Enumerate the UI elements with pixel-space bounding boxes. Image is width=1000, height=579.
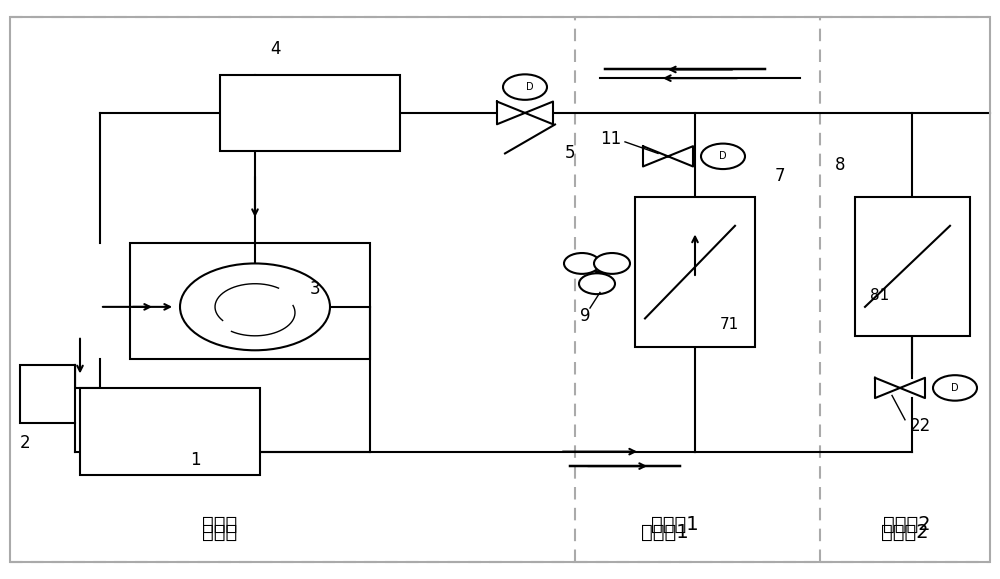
Text: 71: 71 xyxy=(720,317,739,332)
Text: D: D xyxy=(526,82,534,92)
Circle shape xyxy=(503,74,547,100)
Text: 8: 8 xyxy=(835,156,846,174)
Text: 5: 5 xyxy=(565,144,576,163)
Circle shape xyxy=(933,375,977,401)
Bar xyxy=(80,388,260,475)
Bar xyxy=(855,197,970,336)
Text: 室外侧: 室外侧 xyxy=(202,523,238,542)
Text: 室内侧2: 室内侧2 xyxy=(881,523,929,542)
Text: 4: 4 xyxy=(270,40,280,58)
Text: 室内侧1: 室内侧1 xyxy=(641,523,689,542)
Text: 1: 1 xyxy=(190,451,201,469)
Polygon shape xyxy=(875,378,925,398)
Text: 3: 3 xyxy=(310,280,321,299)
Circle shape xyxy=(579,273,615,294)
Text: 11: 11 xyxy=(600,130,621,148)
Circle shape xyxy=(564,253,600,274)
Text: 7: 7 xyxy=(775,167,786,185)
Circle shape xyxy=(701,144,745,169)
Text: 9: 9 xyxy=(580,306,590,325)
Polygon shape xyxy=(497,101,553,124)
Text: D: D xyxy=(719,151,727,162)
Text: 81: 81 xyxy=(870,288,889,303)
Circle shape xyxy=(180,263,330,350)
Circle shape xyxy=(594,253,630,274)
Bar xyxy=(130,243,370,359)
Text: 室内侧1: 室内侧1 xyxy=(651,515,699,533)
Text: D: D xyxy=(951,383,959,393)
Text: 22: 22 xyxy=(910,416,931,435)
Text: 室内侧2: 室内侧2 xyxy=(883,515,931,533)
Bar xyxy=(220,75,400,151)
Text: 室外侧: 室外侧 xyxy=(202,515,238,533)
Polygon shape xyxy=(643,146,693,167)
Text: 2: 2 xyxy=(20,434,31,452)
Bar xyxy=(635,197,755,347)
Bar xyxy=(20,365,75,423)
